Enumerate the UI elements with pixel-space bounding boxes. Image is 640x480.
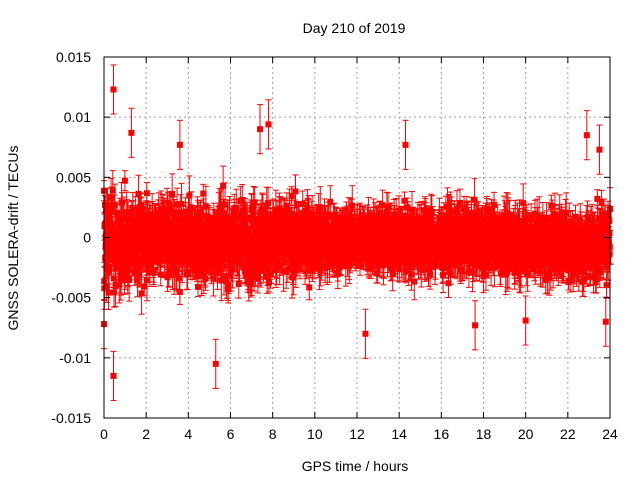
chart-title: Day 210 of 2019 [303,20,406,36]
